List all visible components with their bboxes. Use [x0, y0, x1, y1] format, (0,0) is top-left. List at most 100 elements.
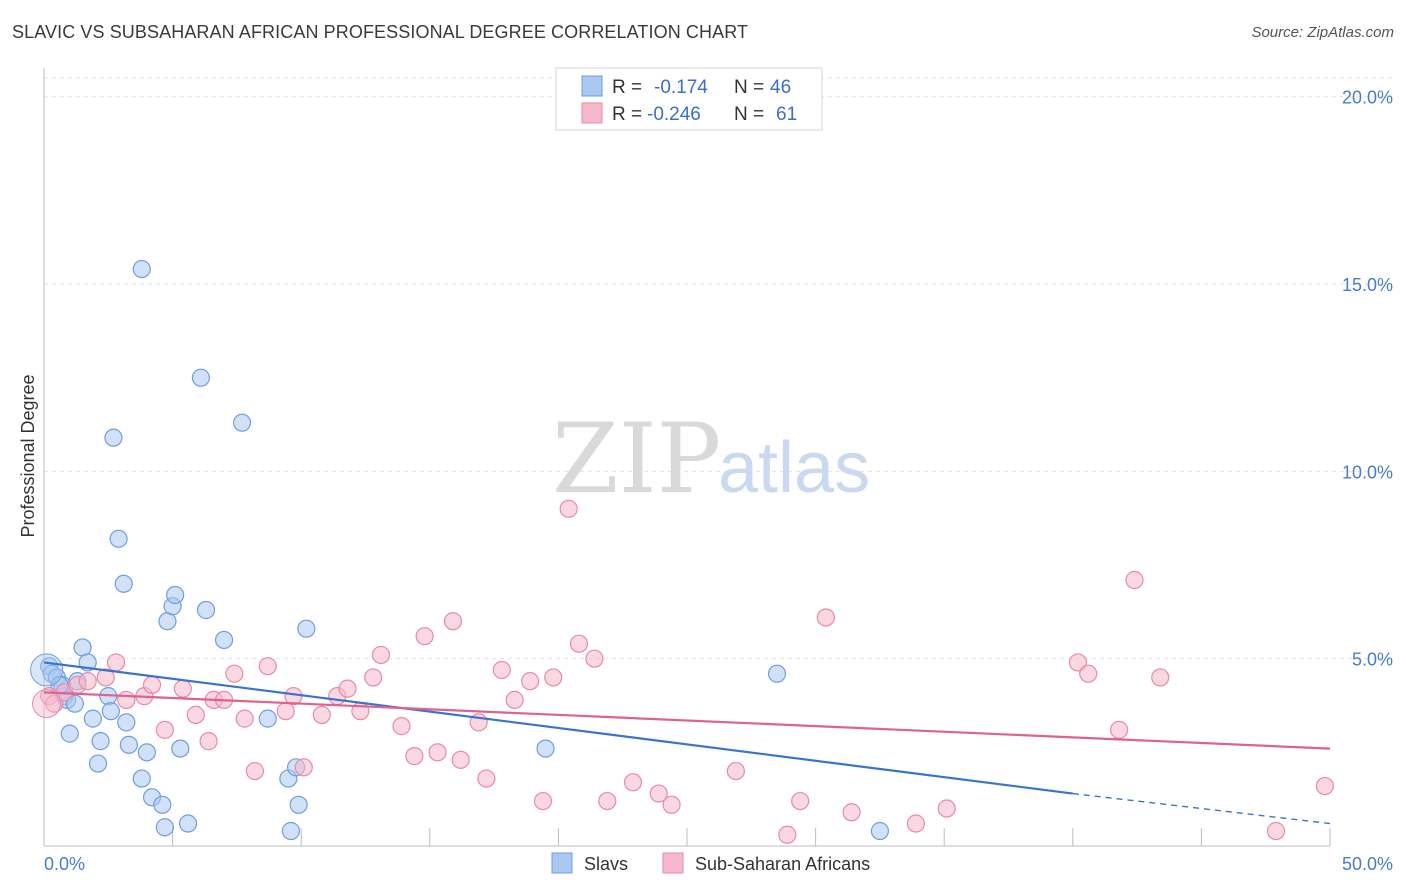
series-swatch-slavs: [551, 852, 573, 874]
point-africans-7: [117, 690, 136, 709]
point-slavs-39: [289, 795, 308, 814]
point-africans-45: [598, 791, 617, 811]
point-slavs-22: [137, 743, 156, 762]
point-africans-58: [1109, 720, 1129, 739]
point-africans-16: [225, 664, 244, 683]
point-africans-50: [778, 825, 797, 844]
point-slavs-32: [196, 600, 216, 620]
point-africans-17: [235, 709, 254, 728]
point-africans-4: [78, 672, 97, 691]
point-africans-25: [338, 679, 357, 698]
legend-n-label-2: N =: [734, 104, 764, 125]
point-slavs-43: [870, 821, 890, 841]
point-africans-10: [155, 720, 174, 739]
point-africans-48: [662, 795, 681, 814]
point-africans-38: [505, 690, 524, 709]
point-africans-22: [294, 758, 313, 777]
point-africans-27: [364, 668, 383, 687]
x-tick-label-1: 50.0%: [1342, 854, 1393, 874]
point-slavs-24: [153, 795, 172, 814]
point-africans-28: [371, 645, 391, 665]
point-africans-6: [106, 653, 126, 672]
point-africans-33: [443, 612, 463, 631]
series-legend: Slavs Sub-Saharan Africans: [551, 852, 870, 874]
tick-labels: 5.0% 10.0% 15.0% 20.0% 0.0% 50.0%: [44, 88, 1393, 874]
legend-swatch-africans: [581, 102, 603, 124]
point-africans-44: [585, 649, 604, 668]
point-africans-29: [392, 717, 411, 736]
point-africans-52: [816, 608, 835, 627]
point-slavs-29: [171, 739, 190, 758]
chart-title: SLAVIC VS SUBSAHARAN AFRICAN PROFESSIONA…: [12, 22, 749, 42]
point-africans-56: [1068, 653, 1088, 672]
y-tick-label-0: 5.0%: [1352, 650, 1393, 670]
legend-n-value-1: 46: [770, 77, 791, 98]
point-slavs-18: [117, 713, 136, 732]
point-africans-49: [726, 761, 745, 781]
legend-r-value-2: -0.246: [647, 104, 701, 125]
point-africans-62: [1315, 776, 1334, 796]
trend-line-slavs-extension: [1072, 792, 1331, 825]
watermark-zip: ZIP: [552, 403, 721, 515]
point-slavs-31: [191, 368, 210, 387]
point-africans-9: [142, 675, 162, 695]
point-slavs-14: [101, 702, 120, 721]
point-africans-55: [937, 799, 956, 818]
point-africans-cluster: [32, 689, 62, 719]
point-africans-20: [276, 702, 295, 721]
point-africans-51: [791, 791, 810, 811]
point-slavs-37: [281, 821, 301, 841]
point-africans-11: [173, 679, 192, 698]
point-africans-31: [415, 627, 434, 646]
point-africans-57: [1079, 664, 1098, 683]
point-africans-60: [1151, 668, 1170, 687]
gridlines: [44, 77, 1392, 660]
watermark-atlas: atlas: [718, 428, 870, 508]
point-slavs-17: [114, 574, 133, 593]
point-slavs-11: [88, 754, 108, 773]
series-label-africans: Sub-Saharan Africans: [695, 854, 870, 874]
legend-n-label-1: N =: [734, 77, 764, 98]
point-slavs-6: [60, 724, 79, 743]
point-africans-53: [842, 803, 861, 822]
legend-r-label-1: R =: [612, 77, 642, 98]
point-slavs-20: [132, 259, 151, 279]
point-africans-47: [649, 784, 668, 803]
point-slavs-40: [297, 619, 316, 638]
point-slavs-10: [83, 709, 102, 728]
legend-swatch-slavs: [581, 75, 603, 97]
point-africans-39: [521, 672, 540, 691]
trend-line-africans: [43, 691, 1331, 750]
y-axis-label: Professional Degree: [18, 374, 38, 537]
point-africans-42: [559, 499, 578, 518]
y-tick-label-2: 15.0%: [1342, 275, 1393, 295]
point-africans-46: [623, 773, 643, 792]
trend-line-slavs: [43, 661, 1073, 795]
trend-lines: [43, 661, 1331, 825]
point-slavs-30: [178, 814, 198, 833]
point-africans-13: [199, 732, 218, 751]
point-africans-18: [245, 761, 265, 781]
point-africans-32: [428, 743, 447, 762]
point-slavs-25: [155, 818, 174, 837]
point-africans-37: [492, 660, 511, 680]
point-slavs-cluster: [30, 653, 64, 687]
point-africans-54: [906, 814, 926, 833]
point-slavs-7: [65, 694, 84, 713]
point-africans-41: [544, 668, 563, 687]
point-slavs-12: [91, 732, 110, 751]
point-africans-23: [312, 705, 331, 724]
y-tick-label-1: 10.0%: [1342, 462, 1393, 482]
legend-r-value-1: -0.174: [654, 77, 708, 98]
point-slavs-28: [166, 585, 185, 605]
point-africans-30: [405, 746, 424, 766]
point-africans-12: [186, 705, 205, 724]
point-slavs-33: [214, 630, 234, 650]
point-africans-34: [451, 750, 470, 769]
point-africans-1: [45, 694, 64, 713]
point-africans-36: [477, 769, 496, 788]
point-africans-59: [1125, 570, 1144, 590]
point-africans-43: [569, 634, 589, 653]
point-africans-40: [533, 791, 553, 811]
